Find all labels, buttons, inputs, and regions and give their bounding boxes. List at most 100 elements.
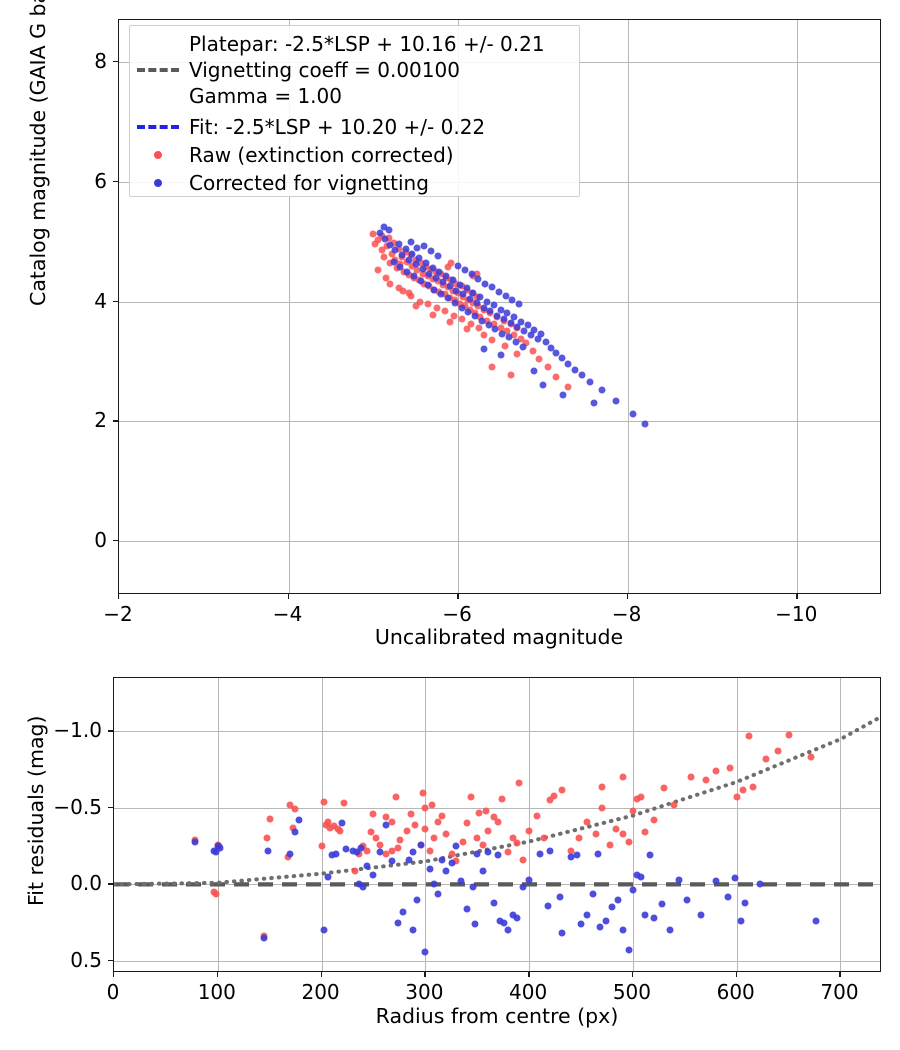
data-point bbox=[614, 896, 622, 904]
y-tick-label: 6 bbox=[94, 168, 107, 193]
data-point bbox=[405, 856, 413, 864]
data-point bbox=[459, 290, 467, 298]
data-point bbox=[399, 908, 407, 916]
data-point bbox=[395, 240, 403, 248]
data-point bbox=[380, 253, 387, 261]
data-point bbox=[403, 268, 411, 276]
data-point bbox=[328, 851, 336, 859]
y-tick-label: 0.5 bbox=[70, 947, 102, 972]
data-point bbox=[448, 850, 456, 858]
data-point bbox=[512, 338, 520, 346]
data-point bbox=[533, 812, 541, 820]
data-point bbox=[382, 850, 390, 858]
gridline-horizontal bbox=[114, 960, 880, 962]
data-point bbox=[419, 270, 426, 278]
gridline-vertical bbox=[217, 678, 219, 971]
data-point bbox=[503, 327, 511, 335]
data-point bbox=[592, 830, 600, 838]
data-point bbox=[336, 827, 344, 835]
data-point bbox=[530, 367, 538, 375]
data-point bbox=[529, 347, 537, 355]
data-point bbox=[575, 834, 583, 842]
data-point bbox=[374, 266, 382, 274]
data-point bbox=[351, 867, 359, 875]
data-point bbox=[369, 871, 377, 879]
data-point bbox=[442, 867, 450, 875]
data-point bbox=[589, 890, 597, 898]
data-point bbox=[372, 834, 380, 842]
data-point bbox=[629, 807, 637, 815]
data-point bbox=[385, 226, 393, 234]
data-point bbox=[497, 306, 504, 314]
data-point bbox=[451, 299, 459, 307]
gridline-vertical bbox=[797, 20, 799, 593]
data-point bbox=[486, 307, 494, 315]
data-point bbox=[413, 266, 421, 274]
data-point bbox=[596, 923, 604, 931]
data-point bbox=[774, 747, 782, 755]
legend-entry bbox=[136, 170, 189, 196]
data-point bbox=[474, 275, 482, 283]
data-point bbox=[473, 270, 481, 278]
data-point bbox=[578, 371, 586, 379]
data-point bbox=[458, 315, 466, 323]
data-point bbox=[712, 767, 720, 775]
data-point bbox=[463, 284, 471, 292]
data-point bbox=[594, 850, 602, 858]
data-point bbox=[519, 856, 527, 864]
data-point bbox=[480, 345, 488, 353]
data-point bbox=[363, 862, 371, 870]
data-point bbox=[326, 824, 334, 832]
data-point bbox=[501, 342, 509, 350]
data-point bbox=[428, 801, 436, 809]
data-point bbox=[449, 276, 457, 284]
data-point bbox=[510, 331, 518, 339]
data-point bbox=[448, 859, 456, 867]
data-point bbox=[422, 259, 430, 267]
data-point bbox=[429, 264, 437, 272]
data-point bbox=[745, 732, 753, 740]
data-point bbox=[263, 834, 271, 842]
data-point bbox=[571, 366, 579, 374]
data-point bbox=[444, 263, 452, 271]
data-point bbox=[726, 764, 734, 772]
fit-residuals-axes bbox=[113, 677, 881, 972]
data-point bbox=[583, 911, 591, 919]
x-tick-label: −4 bbox=[272, 602, 303, 626]
y-tick bbox=[113, 180, 118, 183]
data-point bbox=[295, 816, 303, 824]
data-point bbox=[476, 313, 484, 321]
data-point bbox=[419, 789, 427, 797]
data-point bbox=[468, 270, 476, 278]
data-point bbox=[380, 223, 387, 231]
dashed-line-icon bbox=[137, 68, 179, 72]
data-point bbox=[286, 850, 294, 858]
x-tick-label: 700 bbox=[820, 980, 859, 1004]
data-point bbox=[441, 307, 449, 315]
data-point bbox=[399, 287, 407, 295]
data-point bbox=[807, 753, 815, 761]
data-point bbox=[390, 239, 398, 247]
data-point bbox=[666, 926, 674, 934]
axis-label-y-top: Catalog magnitude (GAIA G band) bbox=[26, 0, 50, 306]
y-tick bbox=[113, 420, 118, 422]
data-point bbox=[749, 783, 757, 791]
data-point bbox=[491, 325, 499, 333]
data-point bbox=[702, 776, 710, 784]
data-point bbox=[524, 321, 532, 329]
axis-label-x-top: Uncalibrated magnitude bbox=[374, 625, 624, 649]
data-point bbox=[394, 844, 402, 852]
data-point bbox=[433, 304, 441, 311]
data-point bbox=[495, 288, 503, 296]
data-point bbox=[552, 349, 560, 357]
data-point bbox=[513, 350, 521, 358]
data-point bbox=[683, 896, 691, 904]
data-point bbox=[733, 793, 741, 801]
data-point bbox=[637, 873, 645, 881]
data-point bbox=[434, 277, 442, 285]
data-point bbox=[456, 300, 464, 308]
x-tick-label: −6 bbox=[442, 602, 472, 626]
data-point bbox=[461, 266, 469, 274]
data-point bbox=[496, 917, 504, 925]
data-point bbox=[330, 822, 338, 830]
